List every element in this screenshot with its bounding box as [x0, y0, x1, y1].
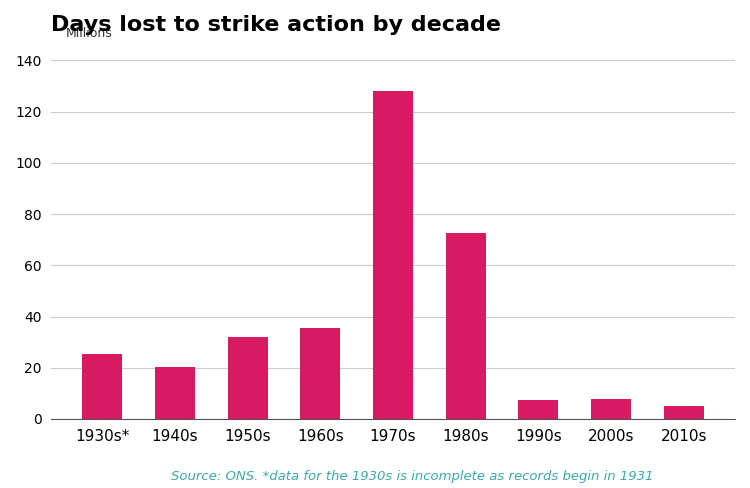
Bar	[518, 400, 559, 419]
Bar	[227, 337, 268, 419]
Bar	[446, 233, 486, 419]
Bar	[82, 354, 122, 419]
Text: Source: ONS. *data for the 1930s is incomplete as records begin in 1931: Source: ONS. *data for the 1930s is inco…	[171, 470, 654, 483]
Bar	[155, 367, 195, 419]
Bar	[664, 406, 704, 419]
Bar	[591, 399, 632, 419]
Bar	[300, 328, 340, 419]
Text: Days lost to strike action by decade: Days lost to strike action by decade	[51, 15, 501, 35]
Text: Millions: Millions	[66, 27, 112, 40]
Bar	[373, 91, 413, 419]
